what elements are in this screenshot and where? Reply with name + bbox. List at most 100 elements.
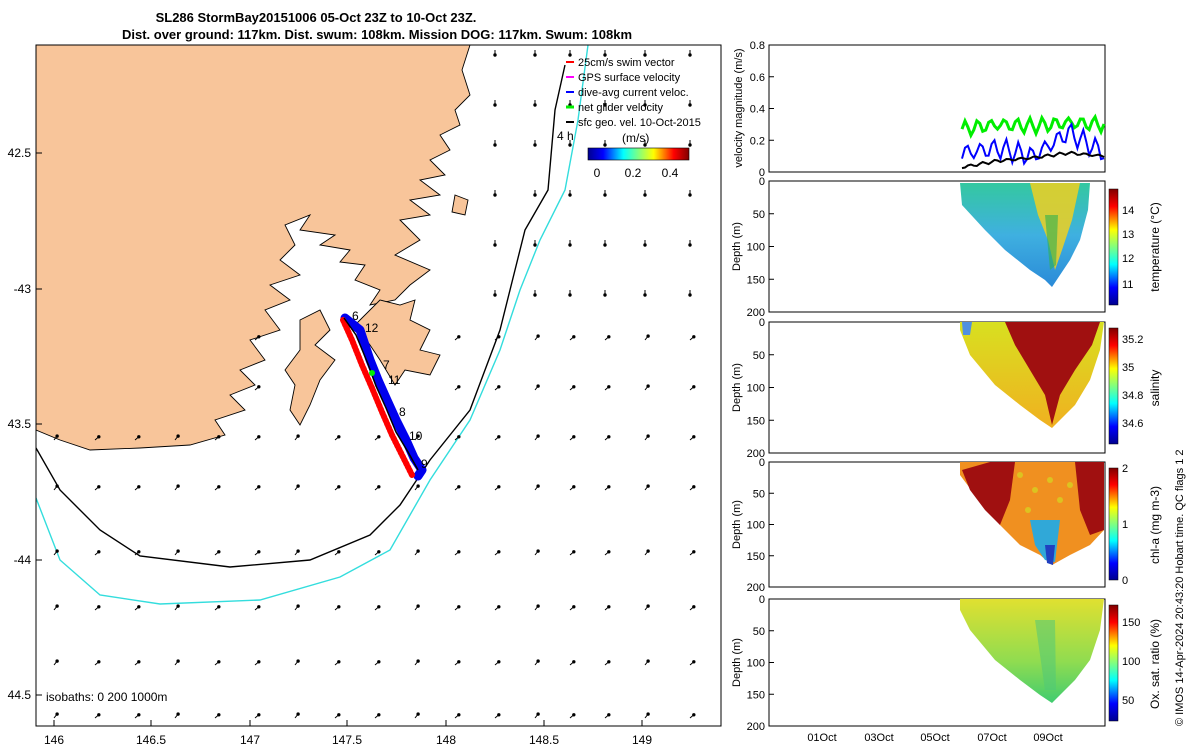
salinity-colorbar [1108,327,1119,445]
chla-high-left [962,462,1015,525]
colorbar-tick-02: 0.2 [625,166,642,180]
depth-tick-label: 150 [747,274,765,286]
map-panel: 6 12 7 11 8 10 9 4 h 25cm/s swim vector … [8,44,722,747]
velocity-ytick-label: 0.6 [750,72,765,84]
temperature-cbar-12: 12 [1122,253,1134,265]
salinity-label: salinity [1148,370,1162,407]
velocity-arrowhead [536,549,540,553]
velocity-arrowhead [137,485,141,489]
velocity-arrowhead [572,335,576,339]
velocity-arrowhead [692,385,696,389]
land-mainland [36,45,471,451]
velocity-arrowhead [257,713,261,717]
velocity-arrowhead [337,550,341,554]
velocity-arrowhead [572,550,576,554]
velocity-arrowhead [643,143,647,147]
velocity-arrowhead [536,434,540,438]
velocity-arrowhead [533,243,537,247]
salinity-cbar-34-6: 34.6 [1122,418,1143,430]
velocity-arrowhead [643,243,647,247]
time-tick-09oct: 09Oct [1033,732,1062,744]
time-tick-05oct: 05Oct [920,732,949,744]
depth-tick-label: 50 [753,488,765,500]
velocity-arrowhead [646,604,650,608]
map-xtick-148: 148 [436,733,456,747]
velocity-arrowhead [296,549,300,553]
velocity-arrowhead [607,485,611,489]
chla-colorbar [1108,467,1119,581]
velocity-arrowhead [607,550,611,554]
velocity-arrowhead [257,335,261,339]
velocity-arrowhead [536,384,540,388]
temperature-colorbar [1108,188,1119,306]
velocity-arrowhead [217,550,221,554]
velocity-arrowhead [377,435,381,439]
velocity-arrowhead [257,550,261,554]
velocity-arrowhead [97,435,101,439]
velocity-arrowhead [55,434,59,438]
chla-cbar-1: 1 [1122,519,1128,531]
velocity-arrowhead [257,485,261,489]
velocity-arrowhead [497,660,501,664]
velocity-arrowhead [457,335,461,339]
velocity-arrowhead [568,143,572,147]
chla-cbar-0: 0 [1122,575,1128,587]
velocity-arrowhead [688,293,692,297]
depth-tick-label: 100 [747,242,765,254]
time-axis: 01Oct 03Oct 05Oct 07Oct 09Oct [807,732,1062,744]
velocity-arrowhead [603,103,607,107]
track-label-8: 8 [399,405,406,419]
depth-tick-label: 0 [759,457,765,469]
depth-tick-label: 200 [747,721,765,733]
velocity-arrowhead [137,435,141,439]
velocity-arrowhead [457,605,461,609]
velocity-arrowhead [296,659,300,663]
depth-tick-label: 50 [753,350,765,362]
velocity-arrowhead [646,659,650,663]
velocity-arrowhead [416,549,420,553]
velocity-arrowhead [55,604,59,608]
depth-tick-label: 100 [747,383,765,395]
velocity-arrowhead [493,103,497,107]
velocity-arrowhead [692,435,696,439]
velocity-arrowhead [377,713,381,717]
velocity-arrowhead [137,605,141,609]
salinity-cbar-35-2: 35.2 [1122,334,1143,346]
land-peninsula [354,299,441,386]
velocity-arrowhead [646,484,650,488]
chla-label: chl-a (mg m-3) [1148,486,1162,564]
velocity-arrowhead [137,713,141,717]
legend-sfc-geo-velocity: sfc geo. vel. 10-Oct-2015 [578,117,701,129]
track-label-9: 9 [421,457,428,471]
velocity-ytick-label: 0.4 [750,104,765,116]
velocity-arrowhead [536,604,540,608]
velocity-arrowhead [176,712,180,716]
velocity-arrowhead [416,484,420,488]
velocity-arrowhead [646,549,650,553]
velocity-arrowhead [568,53,572,57]
map-ytick-43: -43 [14,282,32,296]
velocity-arrowhead [643,103,647,107]
velocity-arrowhead [497,385,501,389]
track-label-6: 6 [352,309,359,323]
velocity-arrowhead [296,484,300,488]
velocity-arrowhead [688,243,692,247]
velocity-arrowhead [493,243,497,247]
title-line-1: SL286 StormBay20151006 05-Oct 23Z to 10-… [156,10,477,25]
legend-swim-vector: 25cm/s swim vector [578,57,675,69]
velocity-arrowhead [572,605,576,609]
depth-tick-label: 200 [747,582,765,594]
velocity-arrowhead [493,53,497,57]
velocity-arrowhead [643,293,647,297]
colorbar-unit: (m/s) [622,131,649,145]
time-tick-01oct: 01Oct [807,732,836,744]
time-tick-03oct: 03Oct [864,732,893,744]
depth-tick-label: 0 [759,317,765,329]
velocity-arrowhead [55,659,59,663]
velocity-series-sfc-geo-vel- [961,150,1105,170]
track-label-12: 12 [365,321,379,335]
velocity-frame [768,44,1106,173]
velocity-arrowhead [416,712,420,716]
velocity-arrowhead [97,550,101,554]
